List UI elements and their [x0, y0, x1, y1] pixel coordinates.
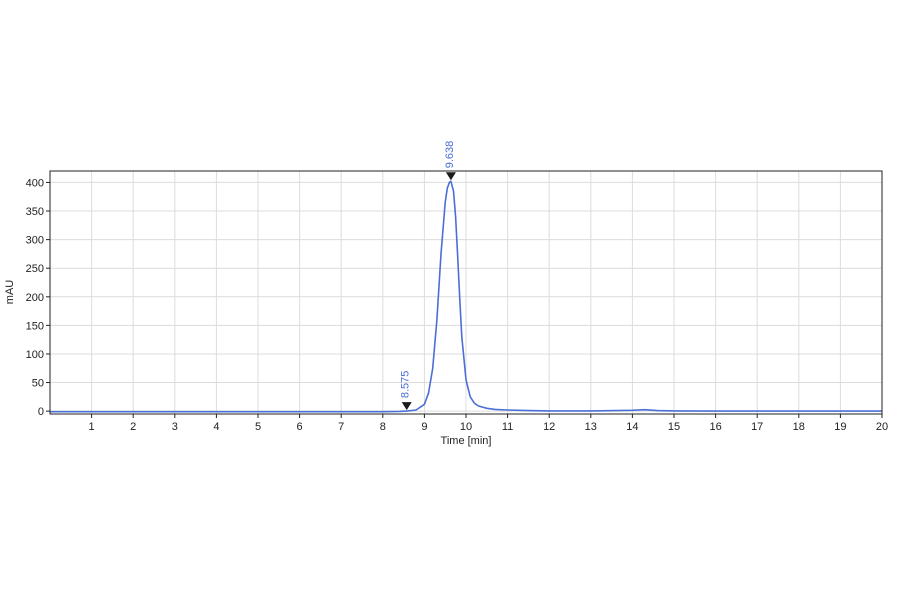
peak-annotations: 8.575 9.638 [400, 141, 456, 411]
y-tick-label: 400 [26, 177, 44, 189]
x-axis-title: Time [min] [441, 435, 492, 447]
y-tick-label: 200 [26, 292, 44, 304]
peak-marker [445, 172, 456, 181]
x-tick-label: 15 [668, 421, 680, 433]
x-tick-label: 12 [543, 421, 555, 433]
x-tick-label: 14 [626, 421, 638, 433]
x-tick-label: 1 [89, 421, 95, 433]
x-tick-label: 11 [502, 421, 513, 433]
x-tick-label: 4 [213, 421, 219, 433]
peak-marker [401, 402, 412, 411]
peak-label: 9.638 [444, 141, 456, 169]
y-tick-label: 350 [26, 206, 44, 218]
x-tick-label: 6 [297, 421, 303, 433]
x-tick-label: 3 [172, 421, 178, 433]
y-tick-label: 250 [26, 263, 44, 275]
x-tick-label: 7 [338, 421, 344, 433]
x-tick-label: 5 [255, 421, 261, 433]
y-tick-label: 100 [26, 349, 44, 361]
x-tick-label: 20 [876, 421, 888, 433]
x-tick-label: 16 [709, 421, 721, 433]
peak-label: 8.575 [400, 371, 412, 399]
x-tick-label: 17 [751, 421, 763, 433]
series-layer [50, 180, 882, 413]
x-tick-label: 18 [793, 421, 805, 433]
x-tick-label: 13 [585, 421, 597, 433]
y-tick-label: 300 [26, 235, 44, 247]
x-tick-label: 10 [460, 421, 472, 433]
x-tick-label: 8 [380, 421, 386, 433]
chromatogram-trace [50, 180, 882, 413]
x-tick-label: 9 [421, 421, 427, 433]
x-tick-label: 19 [834, 421, 846, 433]
y-tick-label: 150 [26, 320, 44, 332]
y-tick-label: 0 [38, 406, 44, 418]
axis-ticks: 1 2 3 4 5 6 7 8 9 10 11 12 13 14 15 16 17 18 19 20050100150… [26, 177, 888, 433]
y-axis-title: mAU [4, 280, 16, 305]
y-tick-label: 50 [32, 378, 44, 390]
x-tick-label: 2 [130, 421, 136, 433]
